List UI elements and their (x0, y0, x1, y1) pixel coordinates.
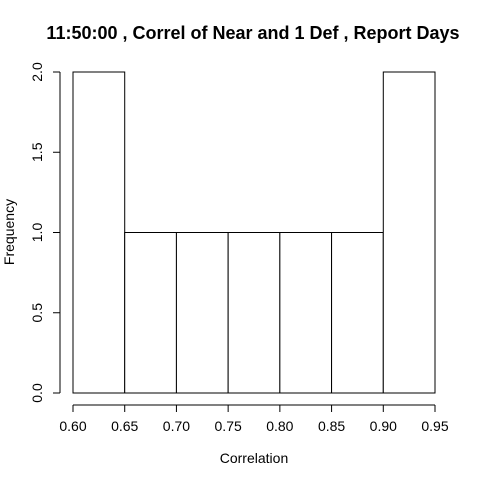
histogram-bar-4 (279, 232, 333, 394)
x-axis: 0.60 0.65 0.70 0.75 0.80 0.85 0.90 0.95 (59, 404, 449, 434)
y-tick-label-0: 0.0 (29, 383, 45, 403)
histogram-bar-0 (72, 71, 126, 394)
x-tick-label-3: 0.75 (215, 418, 242, 434)
x-tick-label-2: 0.70 (163, 418, 190, 434)
y-tick-label-1: 0.5 (29, 303, 45, 323)
chart-title: 11:50:00 , Correl of Near and 1 Def , Re… (46, 23, 459, 43)
x-axis-label: Correlation (220, 450, 288, 466)
x-tick-label-6: 0.90 (370, 418, 397, 434)
x-tick-label-5: 0.85 (318, 418, 345, 434)
histogram-bar-6 (382, 71, 436, 394)
y-tick-label-4: 2.0 (29, 62, 45, 82)
x-tick-label-1: 0.65 (111, 418, 138, 434)
x-tick-label-7: 0.95 (421, 418, 448, 434)
bars-layer (72, 71, 436, 394)
histogram-bar-2 (175, 232, 229, 394)
y-axis: 0.0 0.5 1.0 1.5 2.0 (29, 62, 61, 403)
x-tick-label-4: 0.80 (266, 418, 293, 434)
y-tick-label-2: 1.0 (29, 223, 45, 243)
x-tick-label-0: 0.60 (59, 418, 86, 434)
histogram-bar-5 (331, 232, 384, 394)
histogram-bar-3 (227, 232, 281, 394)
y-axis-label: Frequency (1, 199, 17, 265)
y-tick-label-3: 1.5 (29, 142, 45, 162)
histogram-bar-1 (124, 232, 177, 394)
